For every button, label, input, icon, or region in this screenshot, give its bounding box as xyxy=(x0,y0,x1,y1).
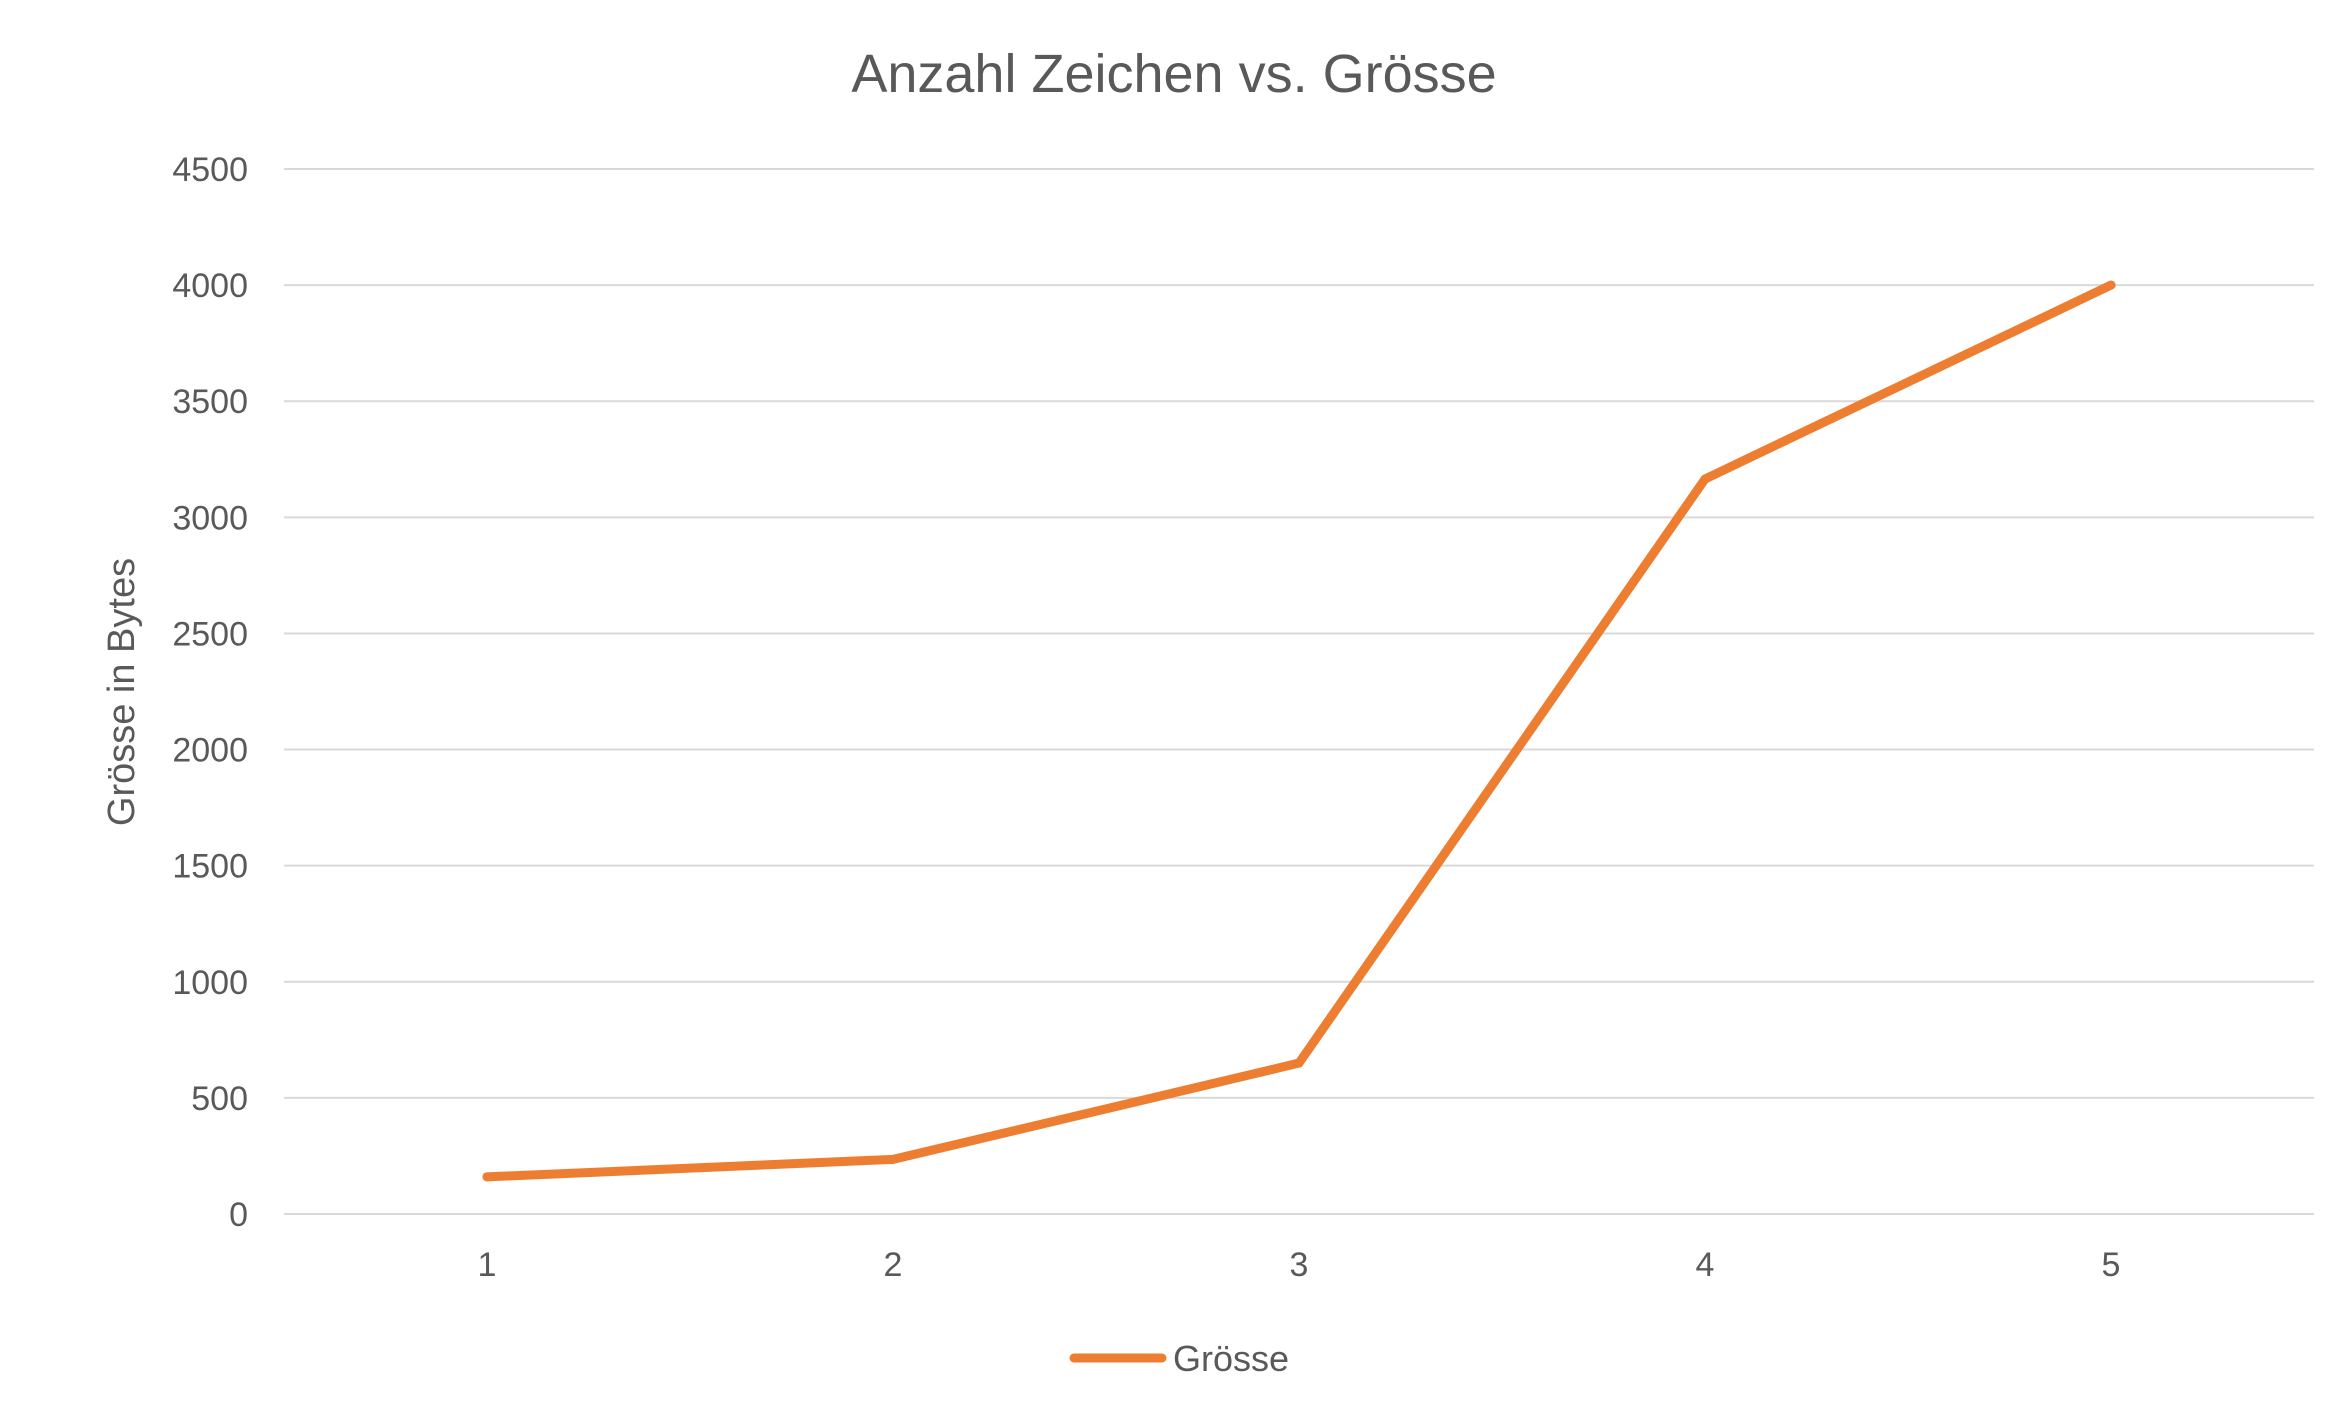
y-tick-label-2500: 2500 xyxy=(172,615,248,653)
x-tick-label-4: 4 xyxy=(1696,1246,1715,1284)
y-tick-label-1500: 1500 xyxy=(172,848,248,886)
data-point-1 xyxy=(482,1172,492,1182)
series-layer xyxy=(482,280,2116,1182)
y-tick-label-4500: 4500 xyxy=(172,151,248,189)
y-tick-label-4000: 4000 xyxy=(172,267,248,305)
legend[interactable]: Grösse xyxy=(1069,1338,1289,1379)
data-point-2 xyxy=(888,1154,898,1164)
x-tick-label-1: 1 xyxy=(478,1246,497,1284)
y-tick-label-3500: 3500 xyxy=(172,383,248,421)
gridlines xyxy=(284,168,2314,1215)
y-tick-label-0: 0 xyxy=(229,1196,248,1234)
data-point-4 xyxy=(1700,474,1710,484)
data-point-5 xyxy=(2106,280,2116,290)
y-tick-label-2000: 2000 xyxy=(172,732,248,770)
y-tick-label-500: 500 xyxy=(191,1080,248,1118)
y-axis-tick-labels: 0 500 1000 1500 2000 2500 3000 3500 4000 4500 xyxy=(172,151,248,1234)
x-tick-label-3: 3 xyxy=(1290,1246,1309,1284)
chart-title: Anzahl Zeichen vs. Grösse xyxy=(851,44,1496,104)
legend-label-1: Grösse xyxy=(1173,1338,1289,1379)
y-tick-label-1000: 1000 xyxy=(172,964,248,1002)
x-axis-tick-labels: 1 2 3 4 5 xyxy=(478,1246,2121,1284)
y-axis-title: Grösse in Bytes xyxy=(101,558,143,826)
series-line-1 xyxy=(482,280,2116,1182)
x-tick-label-2: 2 xyxy=(884,1246,903,1284)
x-tick-label-5: 5 xyxy=(2102,1246,2121,1284)
data-point-3 xyxy=(1294,1058,1304,1068)
y-tick-label-3000: 3000 xyxy=(172,499,248,537)
